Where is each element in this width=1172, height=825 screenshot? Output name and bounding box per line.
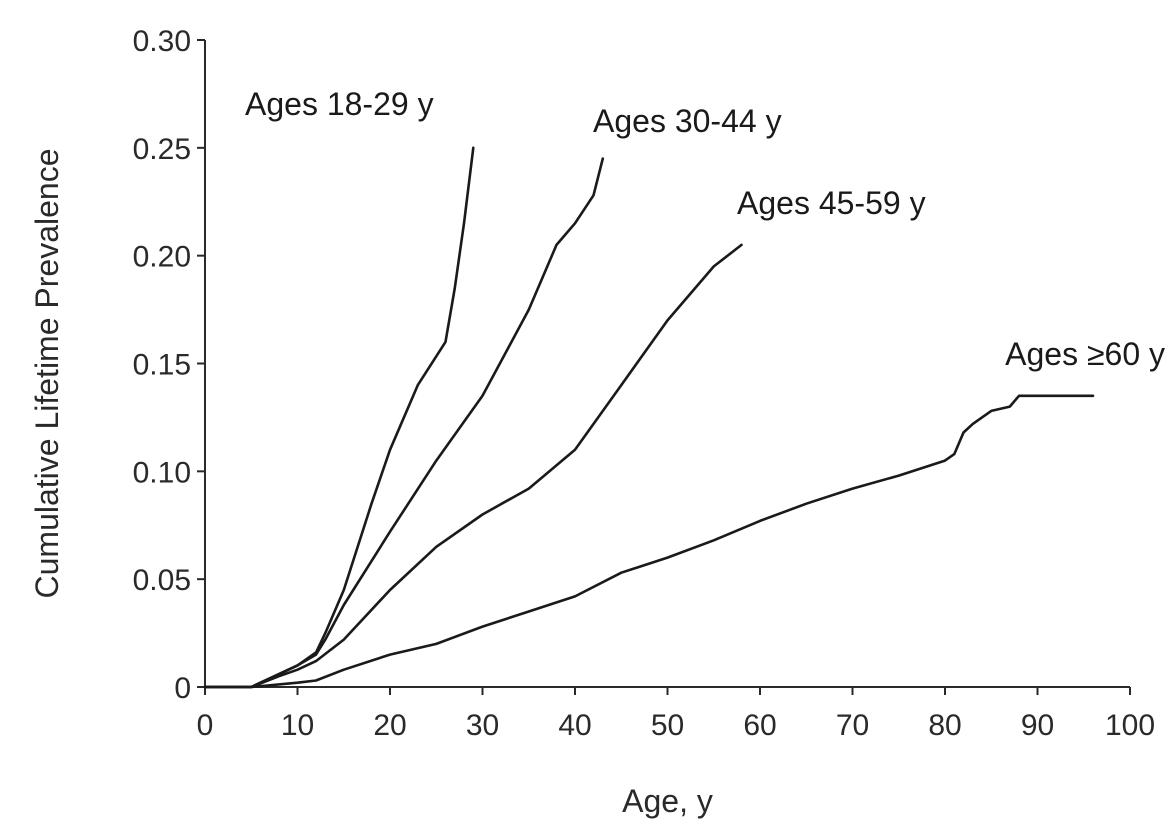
- series-line-2: [203, 157, 605, 689]
- x-tick-label: 0: [197, 709, 214, 742]
- y-tick-label: 0.05: [133, 564, 191, 597]
- y-tick-label: 0.10: [133, 456, 191, 489]
- series-label-3: Ages 45-59 y: [737, 185, 926, 221]
- x-tick-label: 40: [558, 709, 591, 742]
- series-line-1: [203, 146, 475, 689]
- series-group: [203, 146, 1095, 689]
- series-labels: Ages 18-29 y Ages 30-44 y Ages 45-59 y Ages…: [245, 86, 1165, 372]
- series-label-2: Ages 30-44 y: [593, 103, 782, 139]
- x-tick-label: 80: [928, 709, 961, 742]
- x-tick-label: 100: [1105, 709, 1155, 742]
- x-tick-label: 90: [1021, 709, 1054, 742]
- x-tick-label: 60: [743, 709, 776, 742]
- x-tick-label: 50: [651, 709, 684, 742]
- ticks: 0 10 20 30 40 50 60 70 80 90 100 0 0.05 0.10 0.15 0.20 0…: [133, 25, 1155, 742]
- series-label-1: Ages 18-29 y: [245, 86, 434, 122]
- x-axis-title: Age, y: [622, 783, 713, 819]
- x-tick-label: 30: [466, 709, 499, 742]
- y-tick-label: 0.20: [133, 241, 191, 274]
- y-tick-label: 0.15: [133, 349, 191, 382]
- series-line-4: [203, 394, 1095, 689]
- series-label-4: Ages ≥60 y: [1005, 336, 1165, 372]
- x-tick-label: 10: [281, 709, 314, 742]
- y-axis-title: Cumulative Lifetime Prevalence: [29, 149, 65, 599]
- series-line-3: [203, 243, 743, 689]
- y-tick-label: 0.30: [133, 25, 191, 58]
- y-tick-label: 0.25: [133, 133, 191, 166]
- y-tick-label: 0: [174, 672, 191, 705]
- x-tick-label: 20: [373, 709, 406, 742]
- x-tick-label: 70: [836, 709, 869, 742]
